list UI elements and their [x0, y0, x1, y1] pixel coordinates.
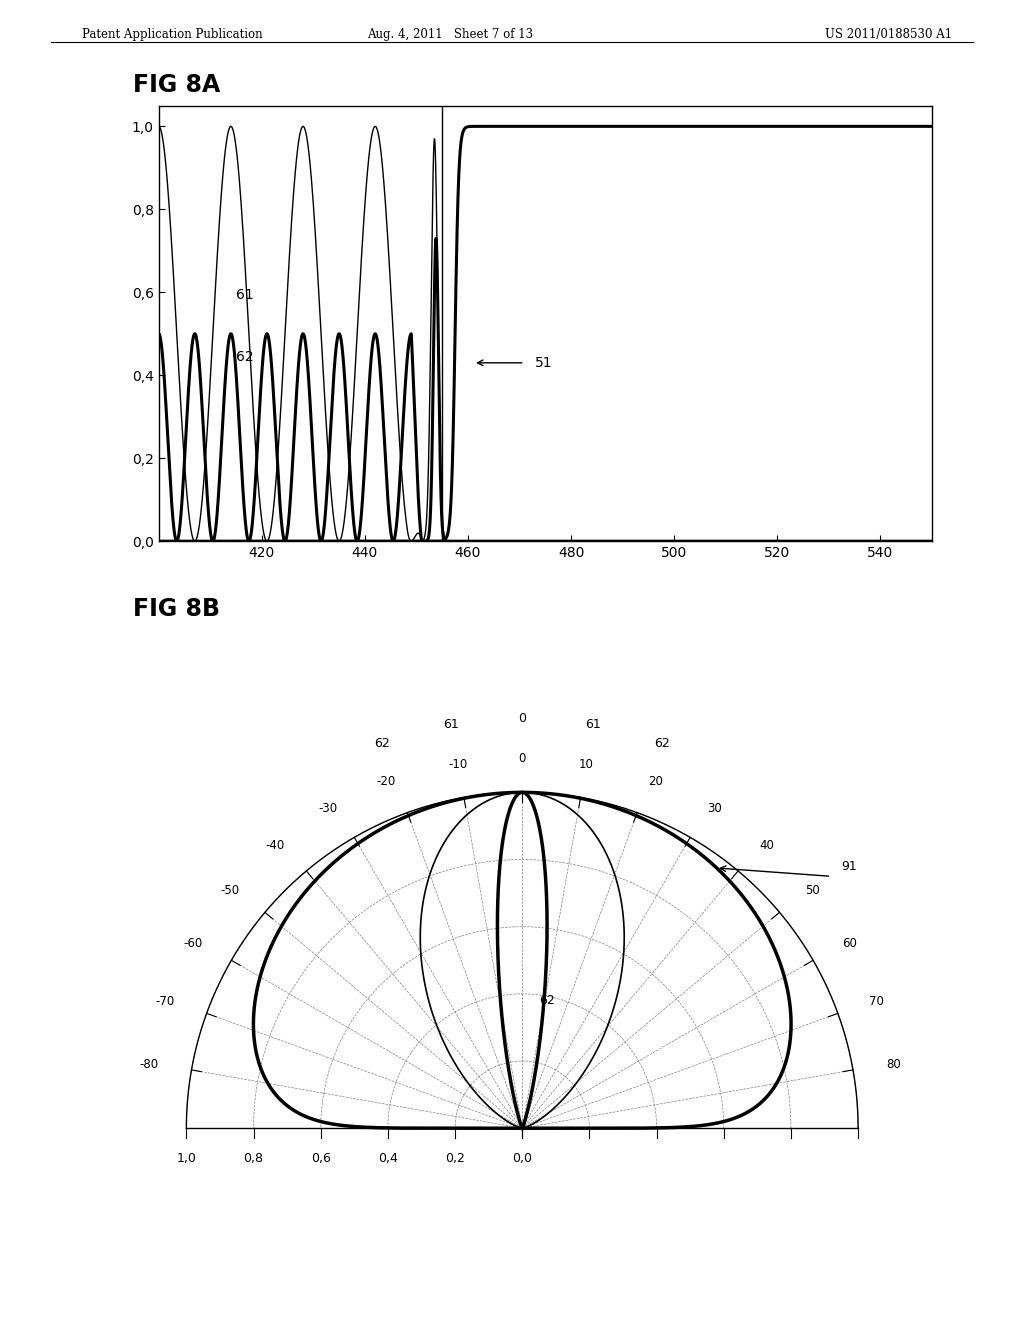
Text: 0,4: 0,4	[378, 1152, 398, 1164]
Text: 0: 0	[518, 711, 526, 725]
Text: 61: 61	[443, 718, 459, 731]
Text: Aug. 4, 2011   Sheet 7 of 13: Aug. 4, 2011 Sheet 7 of 13	[368, 28, 534, 41]
Text: 0: 0	[518, 752, 526, 766]
Text: 1,0: 1,0	[176, 1152, 197, 1164]
Text: 0,2: 0,2	[445, 1152, 465, 1164]
Text: -50: -50	[220, 884, 240, 898]
Text: -10: -10	[449, 758, 468, 771]
Text: -20: -20	[377, 775, 396, 788]
Text: 0,8: 0,8	[244, 1152, 263, 1164]
Text: 91: 91	[842, 859, 857, 873]
Text: -30: -30	[318, 801, 338, 814]
Text: 20: 20	[648, 775, 664, 788]
Text: FIG 8B: FIG 8B	[133, 597, 220, 620]
Text: 80: 80	[886, 1057, 901, 1071]
Text: 10: 10	[579, 758, 594, 771]
Text: -60: -60	[183, 937, 203, 950]
Text: 30: 30	[707, 801, 722, 814]
Text: 40: 40	[760, 838, 774, 851]
Text: 62: 62	[236, 350, 254, 364]
Text: 50: 50	[805, 884, 820, 898]
Text: 62: 62	[654, 737, 671, 750]
Text: 51: 51	[535, 356, 553, 370]
Text: 70: 70	[869, 995, 885, 1008]
Text: 62: 62	[374, 737, 390, 750]
Text: 0,0: 0,0	[512, 1152, 532, 1164]
Text: US 2011/0188530 A1: US 2011/0188530 A1	[825, 28, 952, 41]
Text: 60: 60	[842, 937, 857, 950]
Text: 0,6: 0,6	[310, 1152, 331, 1164]
Text: -80: -80	[139, 1057, 159, 1071]
Text: 61: 61	[236, 288, 254, 301]
Text: 61: 61	[586, 718, 601, 731]
Text: Patent Application Publication: Patent Application Publication	[82, 28, 262, 41]
Text: -70: -70	[156, 995, 175, 1008]
Text: 62: 62	[539, 994, 555, 1007]
Text: FIG 8A: FIG 8A	[133, 73, 220, 96]
Text: -40: -40	[265, 838, 285, 851]
